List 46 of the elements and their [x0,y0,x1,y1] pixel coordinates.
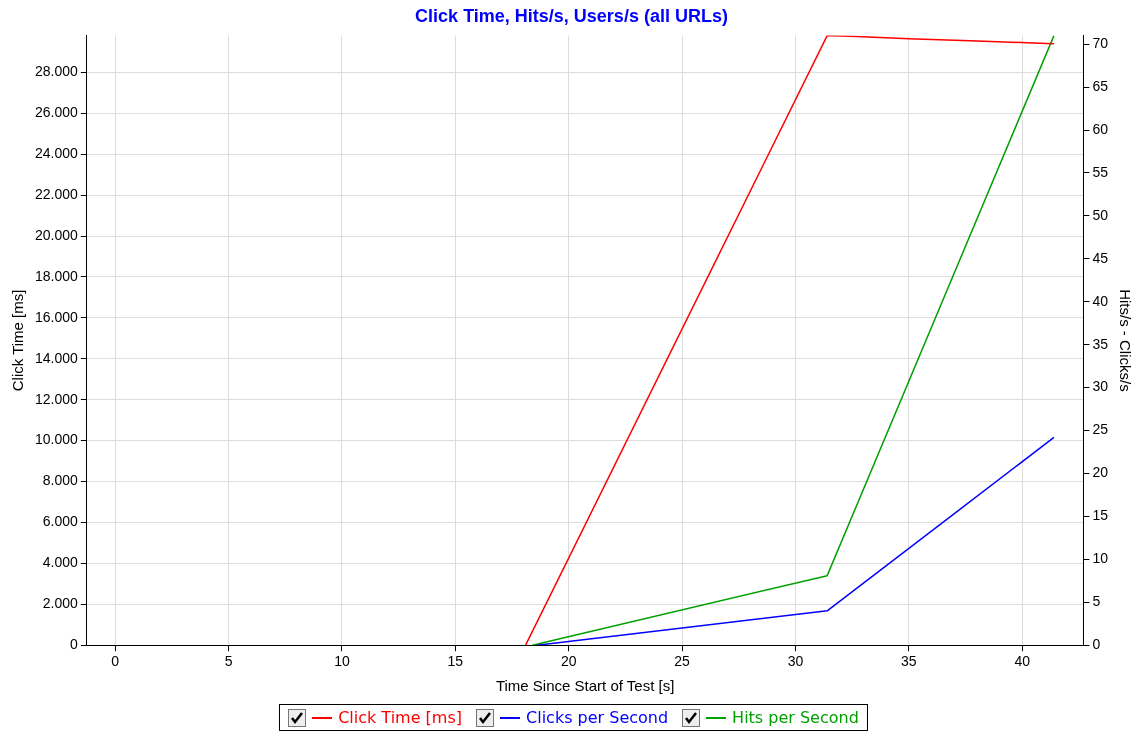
x-tick-label: 40 [1014,653,1031,670]
y-tick-label: 28.000 [34,63,79,80]
legend-label: Hits per Second [732,708,859,727]
y2-tick-label: 50 [1092,206,1109,223]
y-tick-label: 4.000 [42,554,79,571]
y-tick-label: 14.000 [34,349,79,366]
y2-tick-label: 20 [1092,464,1109,481]
legend-label: Clicks per Second [526,708,669,727]
y-tick-label: 16.000 [34,308,79,325]
y-tick-label: 2.000 [42,595,79,612]
y2-tick-label: 30 [1092,378,1109,395]
y2-tick-label: 60 [1092,120,1109,137]
y-tick-label: 12.000 [34,390,79,407]
y2-tick-label: 0 [1092,636,1101,653]
x-tick-label: 30 [787,653,804,670]
y-tick-label: 18.000 [34,267,79,284]
y-tick-label: 6.000 [42,513,79,530]
x-tick-label: 15 [447,653,464,670]
y-axis-title: Click Time [ms] [9,289,27,392]
y-tick-label: 20.000 [34,226,79,243]
y-tick-label: 10.000 [34,431,79,448]
legend-label: Click Time [ms] [338,708,463,727]
y-tick-label: 0 [70,636,79,653]
x-axis-title: Time Since Start of Test [s] [495,677,675,695]
y2-tick-label: 70 [1092,35,1109,52]
y2-tick-label: 10 [1092,550,1109,567]
y2-tick-label: 25 [1092,421,1109,438]
y2-tick-label: 45 [1092,249,1109,266]
y-tick-label: 8.000 [42,472,79,489]
x-tick-label: 5 [224,653,233,670]
y-tick-label: 26.000 [34,104,79,121]
y-tick-label: 22.000 [34,186,79,203]
y2-tick-label: 5 [1092,593,1101,610]
y2-tick-label: 15 [1092,507,1109,524]
y2-tick-label: 55 [1092,163,1109,180]
y2-tick-label: 40 [1092,292,1109,309]
y-tick-label: 24.000 [34,145,79,162]
chart-title: Click Time, Hits/s, Users/s (all URLs) [415,5,728,26]
x-tick-label: 25 [674,653,691,670]
y2-tick-label: 35 [1092,335,1109,352]
y2-tick-label: 65 [1092,77,1109,94]
y2-axis-title: Hits/s - Clicks/s [1116,289,1134,392]
x-tick-label: 10 [334,653,350,670]
x-tick-label: 20 [560,653,577,670]
x-tick-label: 0 [111,653,120,670]
x-tick-label: 35 [901,653,917,670]
